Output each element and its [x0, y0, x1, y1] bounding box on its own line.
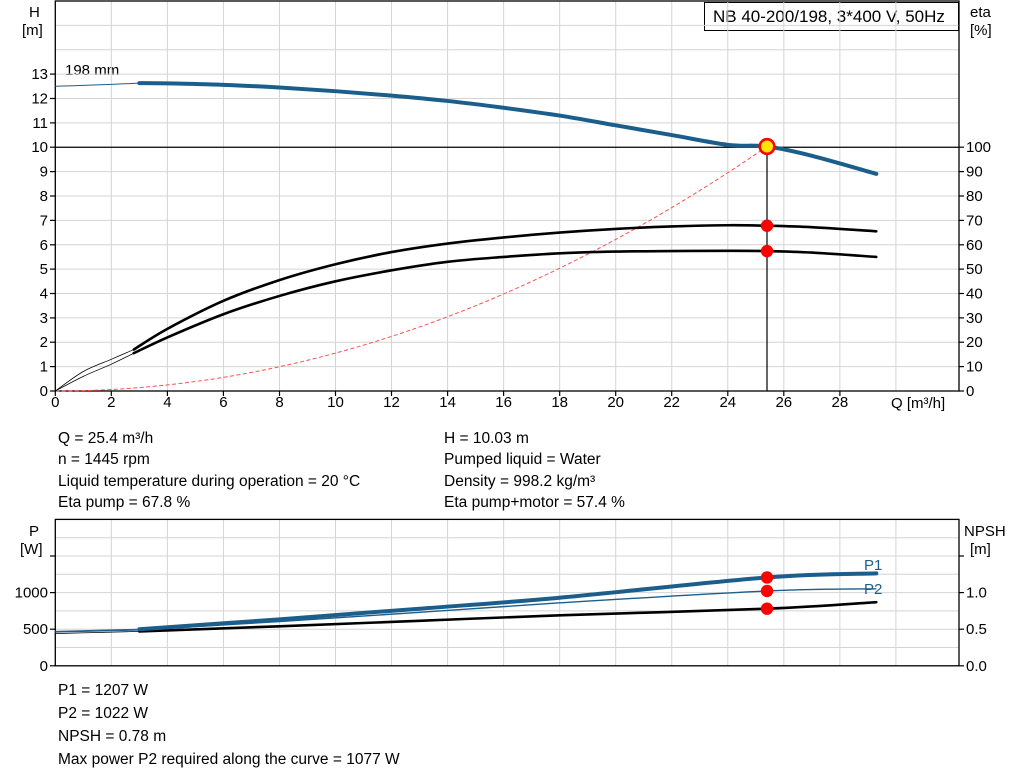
svg-text:P1: P1	[864, 557, 882, 574]
svg-text:500: 500	[23, 621, 48, 638]
svg-text:0.0: 0.0	[966, 658, 987, 675]
svg-text:1000: 1000	[15, 585, 48, 602]
svg-text:0.5: 0.5	[966, 621, 987, 638]
svg-text:P2: P2	[864, 581, 882, 598]
svg-text:1.0: 1.0	[966, 585, 987, 602]
svg-text:0: 0	[40, 658, 48, 675]
